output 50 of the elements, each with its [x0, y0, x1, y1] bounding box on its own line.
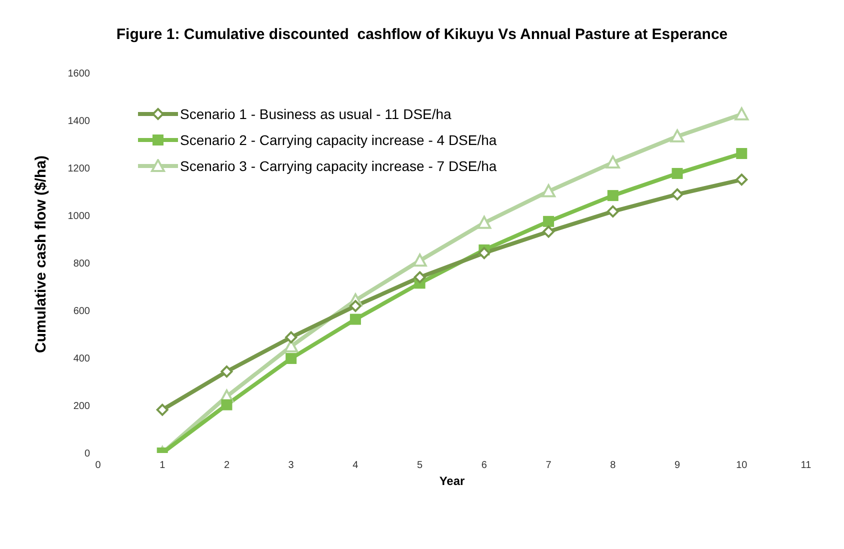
legend-label: Scenario 2 - Carrying capacity increase - 4 DSE/ha: [180, 132, 497, 148]
point: [412, 254, 427, 267]
point: [736, 174, 748, 186]
legend-label: Scenario 1 - Business as usual - 11 DSE/ha: [180, 106, 452, 122]
x-tick-label: 9: [674, 460, 680, 472]
x-tick-label: 6: [481, 460, 488, 472]
x-axis-title: Year: [439, 474, 466, 488]
x-tick-label: 7: [546, 460, 552, 472]
y-tick-label: 600: [73, 306, 90, 318]
x-tick-label: 3: [288, 460, 294, 472]
y-axis-title: Cumulative cash flow ($/ha): [32, 155, 50, 353]
x-tick-label: 5: [417, 460, 424, 472]
point: [156, 404, 168, 416]
x-tick-label: 11: [800, 460, 812, 472]
x-tick-label: 10: [736, 460, 748, 472]
point: [606, 156, 620, 169]
y-tick-label: 0: [84, 448, 90, 460]
point: [286, 352, 297, 364]
point: [671, 188, 684, 200]
point: [606, 205, 619, 218]
point: [607, 190, 618, 202]
x-tick-label: 0: [95, 460, 102, 472]
point: [349, 300, 362, 312]
y-tick-label: 1400: [68, 116, 90, 128]
y-tick-label: 800: [73, 258, 90, 270]
chart-title: Figure 1: Cumulative discounted cashflow of Kikuyu Vs Annual Pasture at Esperance: [115, 25, 729, 43]
point: [542, 226, 555, 238]
x-tick-label: 8: [610, 460, 616, 472]
point: [478, 247, 490, 260]
x-tick-label: 2: [224, 460, 230, 472]
point: [734, 107, 749, 120]
point: [221, 399, 232, 410]
point: [477, 216, 492, 229]
legend-label: Scenario 3 - Carrying capacity increase - 7 DSE/ha: [180, 158, 497, 174]
point: [285, 331, 298, 344]
point: [736, 148, 748, 160]
point: [542, 184, 556, 198]
point: [543, 216, 554, 227]
point: [670, 129, 684, 142]
x-tick-label: 1: [160, 460, 166, 472]
point: [672, 168, 683, 179]
y-tick-label: 200: [73, 401, 90, 412]
y-tick-label: 1000: [68, 211, 90, 222]
y-tick-label: 1600: [68, 68, 90, 80]
x-tick-label: 4: [352, 460, 359, 472]
point: [220, 366, 233, 378]
y-tick-label: 400: [73, 354, 90, 365]
point: [414, 271, 426, 284]
point: [350, 314, 361, 325]
y-tick-label: 1200: [68, 164, 90, 175]
